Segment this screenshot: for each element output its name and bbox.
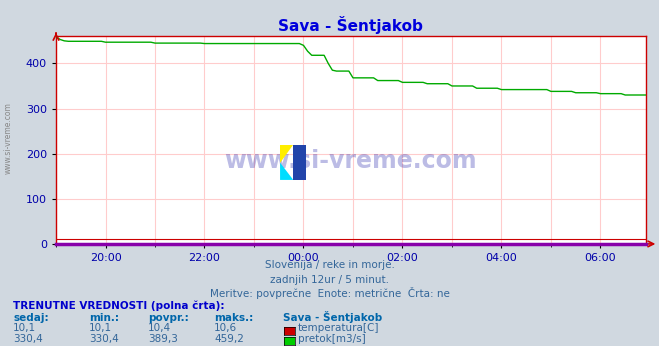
Text: 459,2: 459,2 <box>214 334 244 344</box>
Polygon shape <box>293 145 306 180</box>
Text: zadnjih 12ur / 5 minut.: zadnjih 12ur / 5 minut. <box>270 275 389 285</box>
Text: Slovenija / reke in morje.: Slovenija / reke in morje. <box>264 260 395 270</box>
Text: 10,1: 10,1 <box>89 324 112 334</box>
Text: min.:: min.: <box>89 313 119 323</box>
Text: 10,6: 10,6 <box>214 324 237 334</box>
Text: www.si-vreme.com: www.si-vreme.com <box>4 102 13 174</box>
Text: 330,4: 330,4 <box>89 334 119 344</box>
Text: 10,1: 10,1 <box>13 324 36 334</box>
Text: Meritve: povprečne  Enote: metrične  Črta: ne: Meritve: povprečne Enote: metrične Črta:… <box>210 287 449 299</box>
Text: 389,3: 389,3 <box>148 334 178 344</box>
Text: maks.:: maks.: <box>214 313 254 323</box>
Text: temperatura[C]: temperatura[C] <box>298 324 380 334</box>
Text: TRENUTNE VREDNOSTI (polna črta):: TRENUTNE VREDNOSTI (polna črta): <box>13 300 225 311</box>
Text: pretok[m3/s]: pretok[m3/s] <box>298 334 366 344</box>
Text: Sava - Šentjakob: Sava - Šentjakob <box>283 311 383 323</box>
Text: povpr.:: povpr.: <box>148 313 189 323</box>
Title: Sava - Šentjakob: Sava - Šentjakob <box>279 16 423 34</box>
Text: www.si-vreme.com: www.si-vreme.com <box>225 149 477 173</box>
Polygon shape <box>293 145 295 180</box>
Polygon shape <box>280 163 293 180</box>
Text: sedaj:: sedaj: <box>13 313 49 323</box>
Text: 330,4: 330,4 <box>13 334 43 344</box>
Polygon shape <box>280 145 293 163</box>
Text: 10,4: 10,4 <box>148 324 171 334</box>
